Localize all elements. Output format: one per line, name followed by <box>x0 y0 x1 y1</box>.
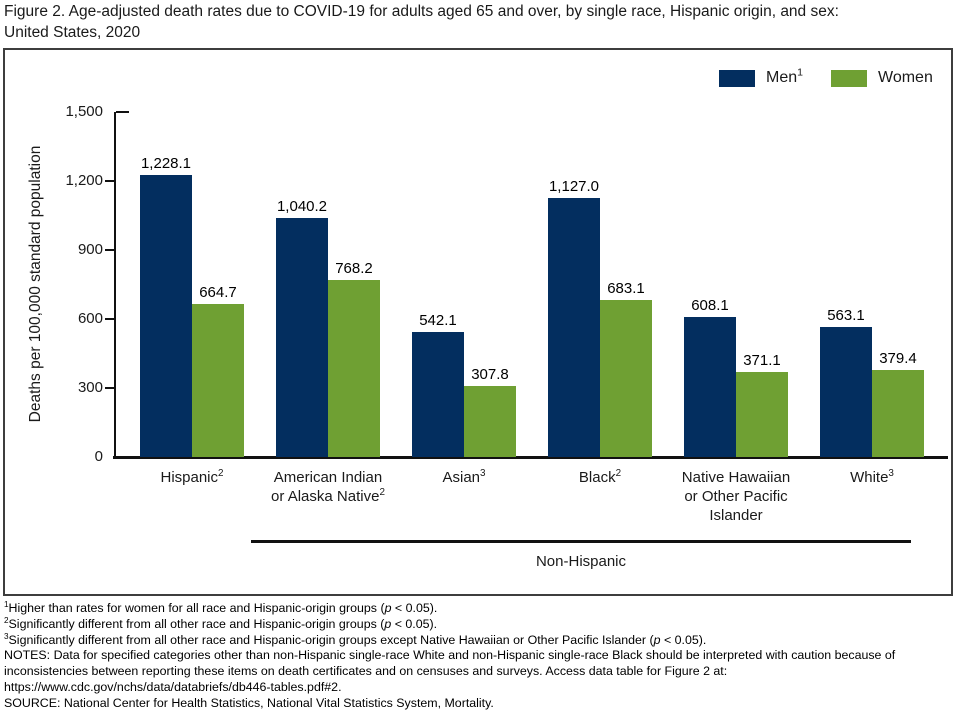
non-hispanic-label: Non-Hispanic <box>535 553 627 570</box>
bar-value-label: 664.7 <box>199 284 237 302</box>
bar-men <box>276 217 328 457</box>
y-tick <box>105 180 114 182</box>
bar-men <box>820 327 872 457</box>
bar-value-label: 683.1 <box>607 279 645 297</box>
y-tick-label: 900 <box>77 241 103 258</box>
bar-women <box>872 369 924 457</box>
footnotes-block: 1Higher than rates for women for all rac… <box>4 599 957 711</box>
chart-frame: Men1 Women Deaths per 100,000 standard p… <box>3 48 953 596</box>
notes-line: NOTES: Data for specified categories oth… <box>4 648 896 694</box>
bar-value-label: 379.4 <box>879 349 917 367</box>
legend-item-men: Men1 <box>719 66 803 87</box>
bar-value-label: 608.1 <box>691 297 729 315</box>
bar-men <box>140 174 192 457</box>
bar-value-label: 1,127.0 <box>548 177 600 195</box>
footnote-1: 1Higher than rates for women for all rac… <box>4 599 438 615</box>
bar-value-label: 371.1 <box>743 351 781 369</box>
bar-value-label: 307.8 <box>471 366 509 384</box>
men-legend-label: Men1 <box>766 66 803 86</box>
y-axis-line <box>114 112 116 458</box>
source-line: SOURCE: National Center for Health Stati… <box>4 695 494 710</box>
x-category-label: Native Hawaiian or Other Pacific Islande… <box>681 469 791 524</box>
footnote-2: 2Significantly different from all other … <box>4 615 438 631</box>
y-tick-label: 0 <box>94 448 103 465</box>
legend-item-women: Women <box>831 69 933 87</box>
bar-value-label: 563.1 <box>827 307 865 325</box>
figure-title: Figure 2. Age-adjusted death rates due t… <box>4 3 839 41</box>
bar-value-label: 542.1 <box>419 312 457 330</box>
chart-legend: Men1 Women <box>719 66 933 87</box>
women-legend-label: Women <box>878 69 933 86</box>
bar-women <box>328 280 380 457</box>
bar-value-label: 768.2 <box>335 260 373 278</box>
bar-men <box>548 197 600 457</box>
x-category-label: American Indian or Alaska Native2 <box>271 469 385 505</box>
women-legend-swatch <box>831 69 867 87</box>
x-category-label: Black2 <box>578 468 622 486</box>
y-tick <box>105 249 114 251</box>
x-category-label: White3 <box>850 468 894 486</box>
bar-women <box>464 386 516 457</box>
bar-value-label: 1,228.1 <box>140 154 192 172</box>
y-tick-label: 1,200 <box>65 172 103 189</box>
x-category-label: Hispanic2 <box>160 468 224 486</box>
y-tick <box>105 387 114 389</box>
bar-women <box>736 371 788 457</box>
y-tick-top <box>116 111 129 113</box>
men-legend-swatch <box>719 69 755 87</box>
bar-men <box>684 317 736 457</box>
y-tick-label: 300 <box>77 379 103 396</box>
x-category-label: Asian3 <box>442 468 486 486</box>
footnote-3: 3Significantly different from all other … <box>4 631 707 647</box>
x-axis-baseline <box>113 456 948 459</box>
bar-value-label: 1,040.2 <box>276 197 328 215</box>
bar-men <box>412 332 464 457</box>
bar-women <box>600 299 652 457</box>
y-tick-label: 600 <box>77 310 103 327</box>
y-tick <box>105 318 114 320</box>
non-hispanic-bracket-line <box>251 540 911 543</box>
bar-women <box>192 304 244 457</box>
y-tick-label: 1,500 <box>65 103 103 120</box>
